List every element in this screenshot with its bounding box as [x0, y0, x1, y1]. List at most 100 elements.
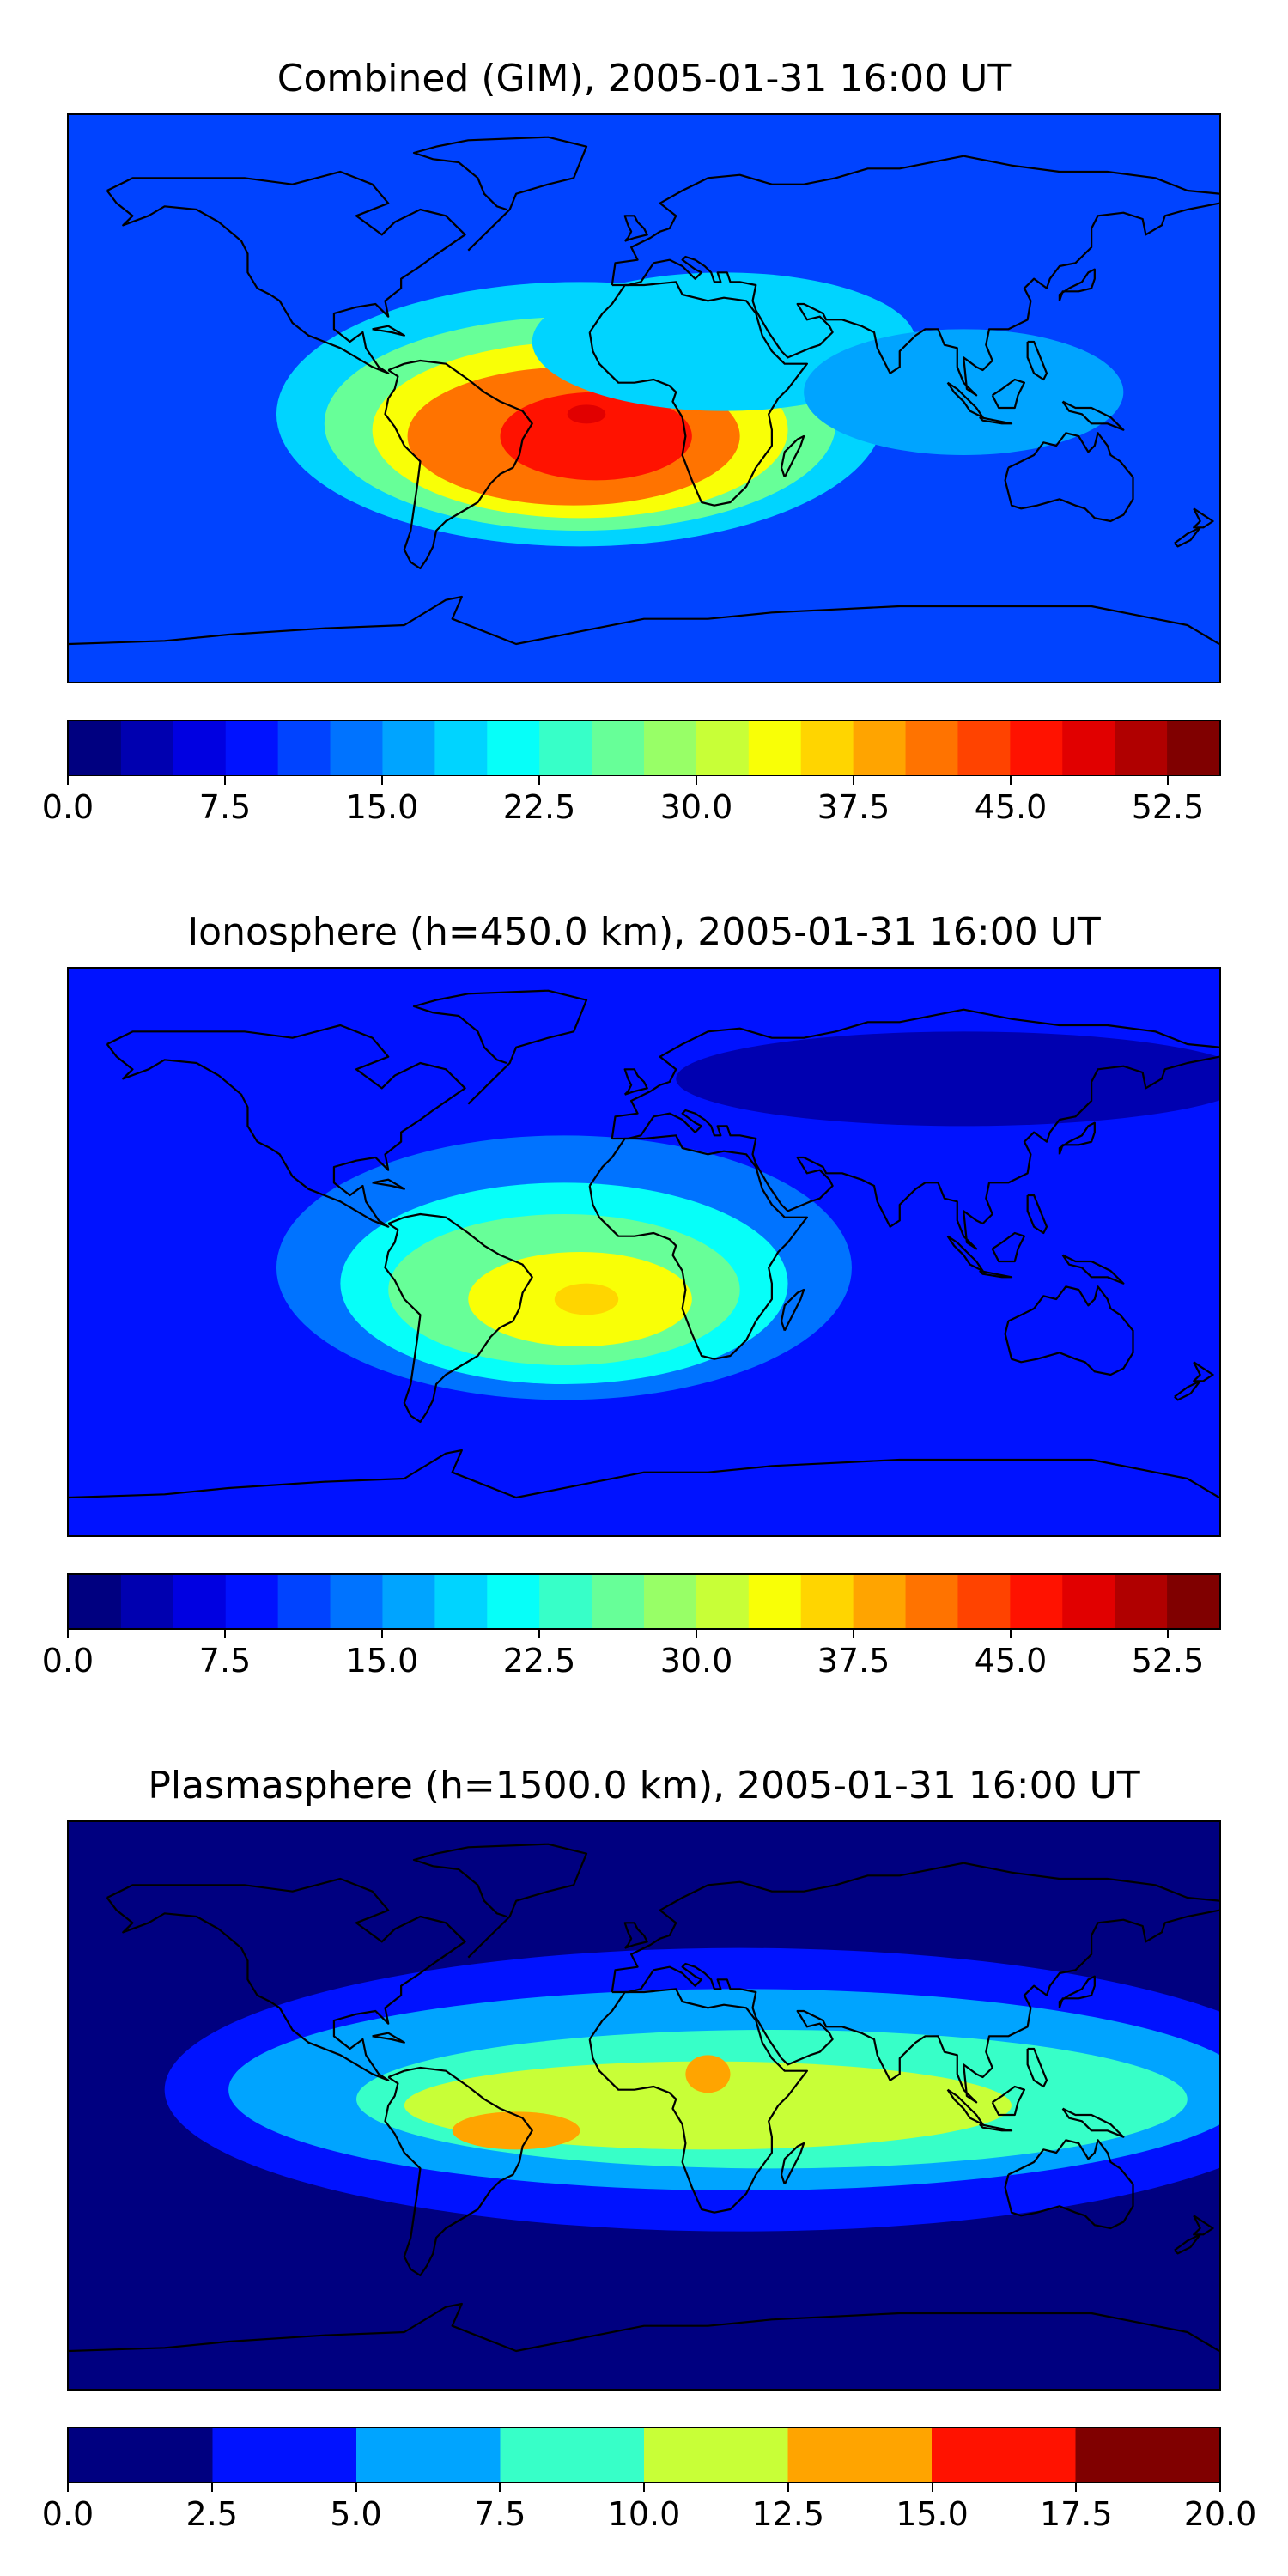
- coastline: [1174, 2233, 1201, 2255]
- coastline: [1026, 2047, 1048, 2088]
- coastline: [412, 1843, 588, 1959]
- colorbar-tick: [787, 2483, 789, 2492]
- coastline: [611, 1862, 1219, 1993]
- tec-contour-region: [500, 392, 692, 481]
- coastline: [69, 1449, 1219, 1499]
- coastline: [611, 1055, 1219, 1250]
- colorbar-tick-label: 7.5: [198, 788, 252, 826]
- coastline: [1193, 2215, 1214, 2236]
- coastline: [106, 170, 466, 374]
- tec-contour-region: [554, 1283, 619, 1315]
- colorbar-tick: [224, 776, 226, 785]
- colorbar-tick-label: 15.0: [896, 2495, 969, 2533]
- coastline: [69, 595, 1219, 646]
- tec-field-combined: [69, 115, 1219, 682]
- colorbar-tick-label: 10.0: [607, 2495, 681, 2533]
- colorbar-ticks-combined: 0.0 7.5 15.0 22.5 30.0 37.5 45.0 52.5: [42, 776, 1221, 828]
- colorbar-tick-label: 17.5: [1039, 2495, 1113, 2533]
- coastline: [780, 434, 805, 478]
- colorbar-tick-label: 52.5: [1131, 788, 1205, 826]
- colorbar-tick-label: 52.5: [1131, 1642, 1205, 1680]
- colorbar-segment: [120, 721, 174, 775]
- coastline: [384, 359, 533, 570]
- colorbar-ionosphere: [67, 1573, 1221, 1630]
- coastline: [1174, 1380, 1201, 1401]
- colorbar-segment: [696, 721, 750, 775]
- colorbar-tick-label: 15.0: [345, 1642, 419, 1680]
- colorbar-segment: [356, 2428, 501, 2482]
- panel-title-combined: Combined (GIM), 2005-01-31 16:00 UT: [276, 57, 1012, 100]
- coastline: [1058, 1975, 1096, 2008]
- coastline: [1026, 340, 1048, 381]
- coastlines-ionosphere: [69, 989, 1219, 1499]
- colorbar-tick: [499, 2483, 501, 2492]
- colorbar-segment: [1062, 721, 1115, 775]
- colorbar-tick-label: 30.0: [659, 788, 733, 826]
- map-plasmasphere: [67, 1820, 1221, 2391]
- colorbar-segment: [1010, 721, 1063, 775]
- coastline: [588, 281, 808, 507]
- colorbar-tick: [67, 1630, 69, 1638]
- colorbar-segment: [957, 1575, 1012, 1628]
- colorbar-tick: [1167, 776, 1169, 785]
- colorbar-segment: [487, 721, 540, 775]
- coastline: [991, 378, 1026, 410]
- coastline: [372, 1178, 405, 1190]
- colorbar-segment: [1010, 1575, 1063, 1628]
- colorbar-segment: [644, 721, 697, 775]
- coastline: [611, 1909, 1219, 2104]
- colorbar-segment: [382, 1575, 436, 1628]
- colorbar-tick: [931, 2483, 933, 2492]
- coastline: [979, 2123, 1013, 2132]
- colorbar-segment: [1075, 2428, 1219, 2482]
- coastline: [384, 2066, 533, 2277]
- coastline: [1004, 432, 1134, 523]
- map-svg-ionosphere: [69, 969, 1219, 1535]
- coastline: [623, 215, 648, 242]
- coastline: [384, 1212, 533, 1424]
- coastlines-combined: [69, 136, 1219, 646]
- colorbar-tick-label: 37.5: [817, 1642, 890, 1680]
- colorbar-tick: [538, 1630, 540, 1638]
- colorbar-tick: [1010, 776, 1012, 785]
- colorbar-segment: [225, 721, 279, 775]
- colorbar-segment: [434, 1575, 488, 1628]
- map-combined: [67, 113, 1221, 683]
- coastline: [780, 1288, 805, 1332]
- coastline: [1193, 1361, 1214, 1382]
- colorbar-segment: [1167, 1575, 1219, 1628]
- coastline: [412, 989, 588, 1105]
- coastline: [611, 155, 1219, 286]
- colorbar-tick: [210, 2483, 213, 2492]
- coastline: [946, 2088, 984, 2126]
- colorbar-tick-label: 7.5: [474, 2495, 526, 2533]
- coastline: [780, 2142, 805, 2185]
- colorbar-segment: [173, 721, 227, 775]
- colorbar-segment: [225, 1575, 279, 1628]
- coastline: [1193, 507, 1214, 529]
- colorbar-tick-label: 22.5: [502, 788, 576, 826]
- colorbar-segment: [330, 1575, 384, 1628]
- colorbar-segment: [1115, 1575, 1168, 1628]
- coastline: [372, 325, 405, 337]
- colorbar-tick: [538, 776, 540, 785]
- colorbar-tick-label: 12.5: [751, 2495, 825, 2533]
- colorbar-tick-label: 0.0: [41, 788, 94, 826]
- colorbar-segment: [382, 721, 436, 775]
- colorbar-tick: [1010, 1630, 1012, 1638]
- coastline: [1026, 1194, 1048, 1235]
- colorbar-tick-label: 7.5: [198, 1642, 252, 1680]
- coastline: [372, 2032, 405, 2044]
- coastline: [1004, 1285, 1134, 1376]
- colorbar-svg-combined: [69, 721, 1219, 775]
- colorbar-ticks-plasmasphere: 0.0 2.5 5.0 7.5 10.0 12.5 15.0 17.5 20.0: [42, 2483, 1256, 2535]
- coastline: [106, 1024, 466, 1228]
- tec-contour-region: [567, 404, 606, 424]
- colorbar-tick-label: 45.0: [974, 788, 1048, 826]
- colorbar-tick: [67, 776, 69, 785]
- coastline: [1061, 400, 1125, 431]
- colorbar-tick-label: 20.0: [1183, 2495, 1257, 2533]
- coastline: [1004, 2139, 1134, 2230]
- panel-title-plasmasphere: Plasmasphere (h=1500.0 km), 2005-01-31 1…: [148, 1764, 1140, 1807]
- colorbar-tick: [355, 2483, 357, 2492]
